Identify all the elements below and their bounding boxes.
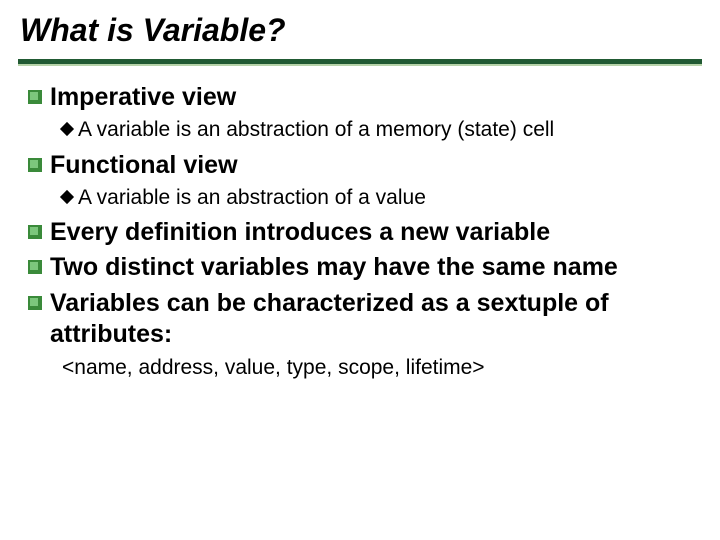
bullet-same-name: Two distinct variables may have the same… (28, 252, 692, 283)
slide-content: Imperative view A variable is an abstrac… (18, 66, 702, 381)
bullet-text: Functional view (50, 150, 238, 181)
bullet-text: Two distinct variables may have the same… (50, 252, 618, 283)
square-bullet-icon (28, 158, 42, 172)
bullet-text: Every definition introduces a new variab… (50, 217, 550, 248)
sextuple-tuple: <name, address, value, type, scope, life… (62, 354, 692, 381)
square-bullet-icon (28, 260, 42, 274)
bullet-imperative: Imperative view (28, 82, 692, 113)
square-bullet-icon (28, 90, 42, 104)
subbullet-text: A variable is an abstraction of a value (78, 185, 426, 211)
subbullet-functional-def: A variable is an abstraction of a value (62, 185, 692, 211)
square-bullet-icon (28, 225, 42, 239)
bullet-text: Imperative view (50, 82, 236, 113)
bullet-sextuple: Variables can be characterized as a sext… (28, 288, 692, 351)
bullet-definition: Every definition introduces a new variab… (28, 217, 692, 248)
diamond-bullet-icon (60, 122, 74, 136)
bullet-functional: Functional view (28, 150, 692, 181)
subbullet-text: A variable is an abstraction of a memory… (78, 117, 554, 143)
bullet-text: Variables can be characterized as a sext… (50, 288, 692, 351)
slide-title: What is Variable? (18, 12, 702, 49)
slide: What is Variable? Imperative view A vari… (0, 0, 720, 540)
subbullet-imperative-def: A variable is an abstraction of a memory… (62, 117, 692, 143)
diamond-bullet-icon (60, 190, 74, 204)
square-bullet-icon (28, 296, 42, 310)
